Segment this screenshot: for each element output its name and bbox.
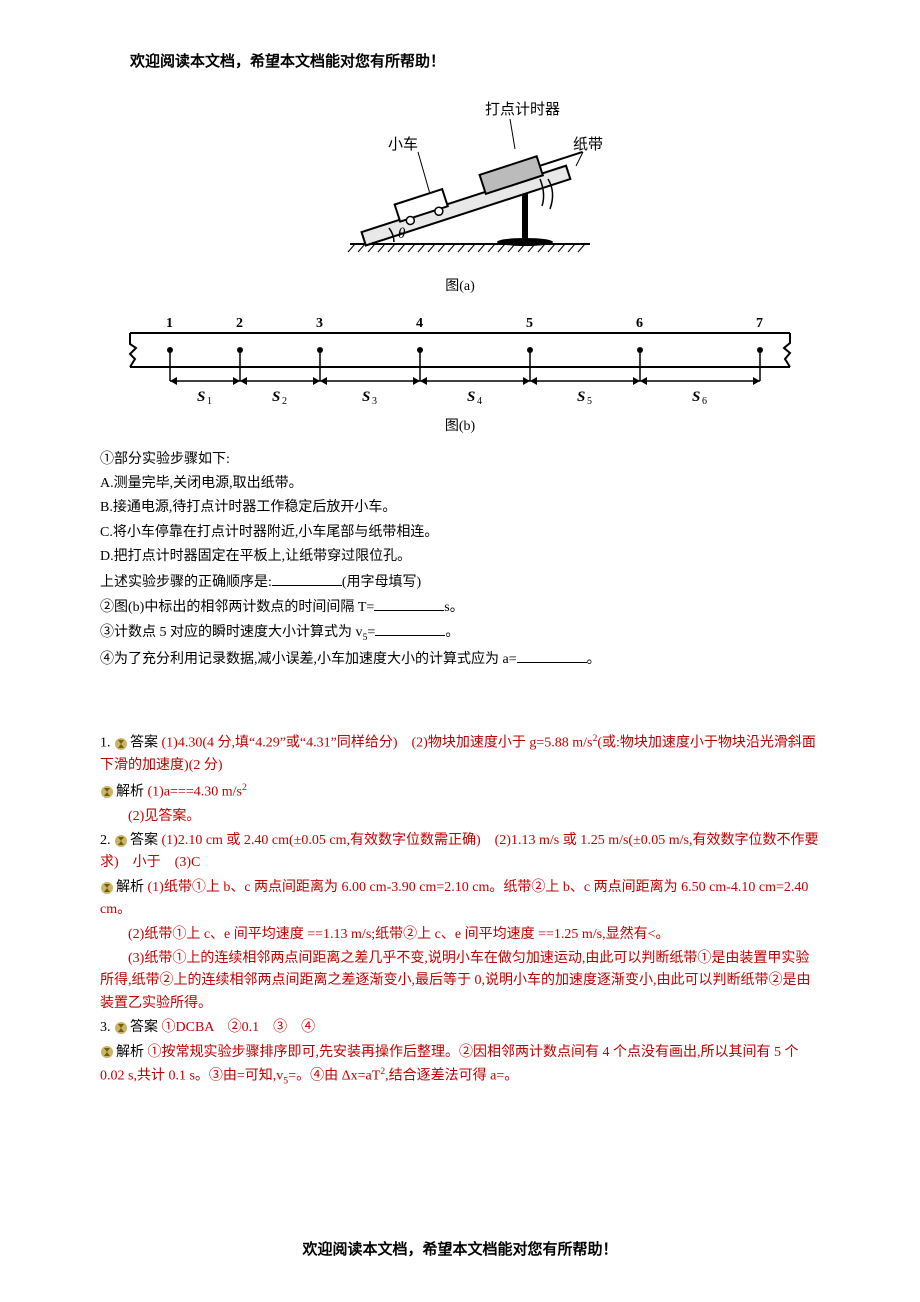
q3-post: 。 [445, 625, 459, 640]
svg-text:4: 4 [416, 316, 423, 331]
answer-2-key: 2. 答案 (1)2.10 cm 或 2.40 cm(±0.05 cm,有效数字… [100, 830, 820, 875]
order-prompt-post: (用字母填写) [342, 575, 421, 590]
a1-exp-label: 解析 [116, 784, 144, 799]
svg-text:S: S [272, 389, 280, 404]
a3-key-label: 答案 [130, 1020, 158, 1035]
g-icon [100, 881, 114, 895]
svg-text:S: S [692, 389, 700, 404]
figure-a-caption: 图(a) [60, 276, 860, 298]
step-c: C.将小车停靠在打点计时器附近,小车尾部与纸带相连。 [100, 522, 820, 544]
a1-label: 1. [100, 736, 111, 751]
g-icon [114, 737, 128, 751]
order-prompt: 上述实验步骤的正确顺序是: (用字母填写) [100, 571, 820, 594]
a1-text-1: (1)4.30(4 分,填“4.29”或“4.31”同样给分) (2)物块加速度… [158, 736, 592, 751]
order-prompt-pre: 上述实验步骤的正确顺序是: [100, 575, 272, 590]
svg-text:S: S [197, 389, 205, 404]
svg-text:3: 3 [316, 316, 323, 331]
a2-key-label: 答案 [130, 833, 158, 848]
fig-a-timer-label: 打点计时器 [485, 101, 560, 118]
answer-1-key: 1. 答案 (1)4.30(4 分,填“4.29”或“4.31”同样给分) (2… [100, 731, 820, 777]
figure-b-wrap: 1234567S1S2S3S4S5S6 图(b) [60, 309, 860, 439]
a2-exp-label: 解析 [116, 880, 144, 895]
blank-q4 [517, 648, 587, 663]
header-note: 欢迎阅读本文档，希望本文档能对您有所帮助！ [60, 50, 860, 74]
a3-exp-mid: =。④由 Δx=aT [288, 1069, 380, 1084]
a3-exp-label: 解析 [116, 1045, 144, 1060]
blank-q3 [375, 621, 445, 636]
a3-text: ①DCBA ②0.1 ③ ④ [158, 1020, 315, 1035]
step-b: B.接通电源,待打点计时器工作稳定后放开小车。 [100, 497, 820, 519]
a1-exp-2: (2)见答案。 [100, 806, 820, 828]
figure-b-svg: 1234567S1S2S3S4S5S6 [110, 309, 810, 404]
step-a: A.测量完毕,关闭电源,取出纸带。 [100, 473, 820, 495]
fig-a-tape-label: 纸带 [573, 136, 603, 153]
step-d: D.把打点计时器固定在平板上,让纸带穿过限位孔。 [100, 546, 820, 568]
q4: ④为了充分利用记录数据,减小误差,小车加速度大小的计算式应为 a= 。 [100, 648, 820, 671]
figure-a-wrap: 打点计时器 小车 纸带 θ 图(a) [60, 94, 860, 299]
g-icon [100, 785, 114, 799]
svg-text:S: S [467, 389, 475, 404]
answer-1-exp: 解析 (1)a===4.30 m/s2 [100, 780, 820, 804]
svg-text:7: 7 [756, 316, 763, 331]
svg-text:5: 5 [526, 316, 533, 331]
q2-pre: ②图(b)中标出的相邻两计数点的时间间隔 T= [100, 600, 374, 615]
answer-3-key: 3. 答案 ①DCBA ②0.1 ③ ④ [100, 1017, 820, 1039]
svg-text:3: 3 [372, 396, 377, 404]
fig-a-theta-label: θ [398, 226, 406, 242]
a2-exp-3: (3)纸带①上的连续相邻两点间距离之差几乎不变,说明小车在做匀加速运动,由此可以… [100, 948, 820, 1015]
q4-pre: ④为了充分利用记录数据,减小误差,小车加速度大小的计算式应为 a= [100, 652, 517, 667]
answer-3-exp: 解析 ①按常规实验步骤排序即可,先安装再操作后整理。②因相邻两计数点间有 4 个… [100, 1042, 820, 1090]
svg-text:S: S [362, 389, 370, 404]
a1-key-label: 答案 [130, 736, 158, 751]
figure-a-svg: 打点计时器 小车 纸带 θ [310, 94, 610, 264]
a1-exp-1: (1)a===4.30 m/s [144, 784, 242, 799]
svg-text:1: 1 [207, 396, 212, 404]
svg-text:5: 5 [587, 396, 592, 404]
svg-text:1: 1 [166, 316, 173, 331]
q3-mid: = [367, 625, 375, 640]
svg-text:6: 6 [702, 396, 707, 404]
svg-text:6: 6 [636, 316, 643, 331]
a2-text-1: (1)2.10 cm 或 2.40 cm(±0.05 cm,有效数字位数需正确)… [100, 833, 819, 870]
q3: ③计数点 5 对应的瞬时速度大小计算式为 v5=。 [100, 621, 820, 645]
q3-pre: ③计数点 5 对应的瞬时速度大小计算式为 v [100, 625, 363, 640]
figure-b-caption: 图(b) [60, 416, 860, 438]
blank-order [272, 571, 342, 586]
q2: ②图(b)中标出的相邻两计数点的时间间隔 T= s。 [100, 596, 820, 619]
g-icon [100, 1045, 114, 1059]
question-body: ①部分实验步骤如下: A.测量完毕,关闭电源,取出纸带。 B.接通电源,待打点计… [60, 449, 860, 672]
steps-intro: ①部分实验步骤如下: [100, 449, 820, 471]
svg-text:2: 2 [236, 316, 243, 331]
g-icon [114, 834, 128, 848]
answer-2-exp: 解析 (1)纸带①上 b、c 两点间距离为 6.00 cm-3.90 cm=2.… [100, 877, 820, 922]
blank-q2 [374, 596, 444, 611]
footer-note: 欢迎阅读本文档，希望本文档能对您有所帮助！ [0, 1238, 920, 1262]
a3-exp-post: ,结合逐差法可得 a=。 [385, 1069, 518, 1084]
g-icon [114, 1021, 128, 1035]
svg-text:S: S [577, 389, 585, 404]
fig-a-cart-label: 小车 [388, 136, 418, 153]
answers-block: 1. 答案 (1)4.30(4 分,填“4.29”或“4.31”同样给分) (2… [60, 731, 860, 1089]
a1-exp-sup: 2 [242, 782, 247, 793]
a2-exp-1: (1)纸带①上 b、c 两点间距离为 6.00 cm-3.90 cm=2.10 … [100, 880, 808, 917]
a2-exp-2: (2)纸带①上 c、e 间平均速度 ==1.13 m/s;纸带②上 c、e 间平… [100, 924, 820, 946]
page: 欢迎阅读本文档，希望本文档能对您有所帮助！ [0, 0, 920, 1302]
q4-post: 。 [587, 652, 601, 667]
a2-label: 2. [100, 833, 111, 848]
svg-text:4: 4 [477, 396, 482, 404]
a3-label: 3. [100, 1020, 111, 1035]
svg-text:2: 2 [282, 396, 287, 404]
q2-post: s。 [444, 600, 463, 615]
